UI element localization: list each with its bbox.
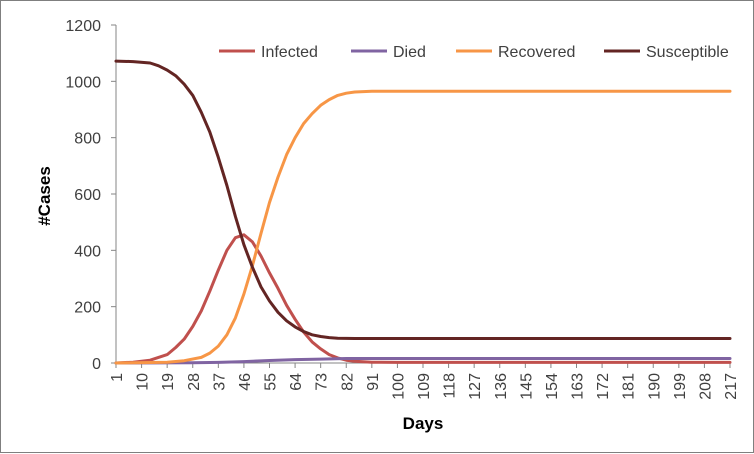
series-layer	[114, 59, 732, 365]
legend-label-susceptible: Susceptible	[646, 44, 729, 61]
x-tick-label: 145	[518, 373, 535, 400]
x-axis-title: Days	[403, 414, 444, 433]
x-tick-label: 19	[160, 373, 177, 391]
x-tick-label: 127	[467, 373, 484, 400]
y-axis-title: #Cases	[35, 166, 54, 226]
x-tick-label: 118	[442, 373, 459, 399]
series-line-susceptible	[114, 59, 732, 340]
y-tick-label: 200	[74, 300, 101, 317]
x-tick-label: 154	[544, 373, 561, 400]
y-axis: 0 200 400 600 800 1000 1200	[65, 18, 117, 373]
x-tick-label: 73	[314, 373, 331, 391]
series-line-died	[114, 357, 732, 365]
y-tick-label: 600	[74, 187, 101, 204]
x-tick-label: 1	[109, 373, 126, 382]
x-tick-label: 28	[186, 373, 203, 391]
x-tick-label: 217	[723, 373, 740, 400]
x-axis: 1 10 19 28 37 46 55 64 73 82 91 100 109 118 127 136 145 1…	[109, 362, 740, 400]
y-tick-label: 1000	[65, 74, 101, 91]
legend-label-infected: Infected	[261, 44, 318, 61]
x-tick-label: 82	[339, 373, 356, 391]
x-tick-label: 91	[365, 373, 382, 391]
series-line-infected	[114, 233, 732, 365]
x-tick-label: 109	[416, 373, 433, 400]
x-tick-label: 64	[288, 373, 305, 391]
x-tick-label: 55	[263, 373, 280, 391]
x-tick-label: 181	[621, 373, 638, 400]
legend: Infected Died Recovered Susceptible	[219, 44, 729, 61]
x-tick-label: 172	[595, 373, 612, 400]
x-tick-label: 46	[237, 373, 254, 391]
y-tick-label: 1200	[65, 18, 101, 35]
y-tick-label: 800	[74, 131, 101, 148]
x-tick-label: 190	[646, 373, 663, 400]
series-line-recovered	[114, 89, 732, 365]
x-tick-label: 208	[697, 373, 714, 400]
legend-label-recovered: Recovered	[498, 44, 575, 61]
x-tick-label: 10	[135, 373, 152, 391]
x-tick-label: 163	[570, 373, 587, 400]
x-tick-label: 100	[390, 373, 407, 400]
x-tick-label: 37	[211, 373, 228, 391]
x-tick-label: 136	[493, 373, 510, 400]
y-tick-label: 0	[92, 356, 101, 373]
x-tick-label: 199	[672, 373, 689, 400]
legend-label-died: Died	[393, 44, 426, 61]
y-tick-label: 400	[74, 243, 101, 260]
